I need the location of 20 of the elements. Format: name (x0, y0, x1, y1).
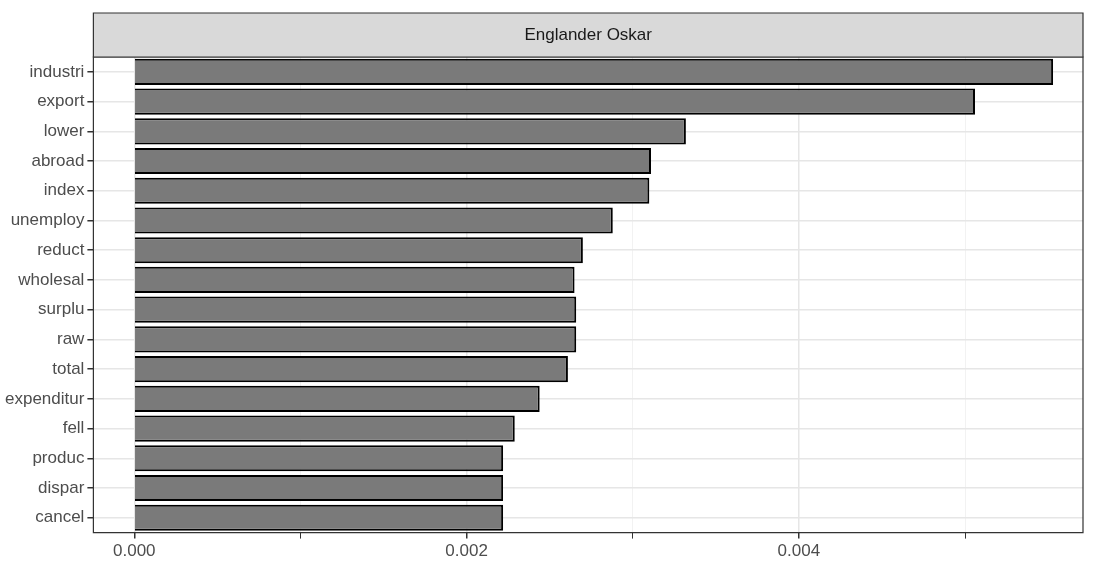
chart-title: Englander Oskar (524, 24, 653, 44)
y-tick-label: total (52, 358, 85, 378)
y-tick-label: industri (29, 61, 85, 81)
y-tick-label: index (43, 180, 85, 200)
y-tick-label: unemploy (10, 210, 85, 230)
y-tick-label: reduct (37, 239, 85, 259)
y-tick-label: abroad (31, 150, 85, 170)
y-tick-label: dispar (38, 477, 85, 497)
y-tick-label: raw (56, 329, 86, 349)
y-tick-label: wholesal (17, 269, 85, 289)
y-tick-label: cancel (35, 507, 85, 527)
y-tick-label: export (37, 91, 85, 111)
y-tick-label: expenditur (5, 388, 85, 408)
x-tick-label: 0.002 (445, 541, 488, 561)
x-tick-label: 0.000 (112, 541, 156, 561)
y-tick-label: produc (32, 447, 85, 467)
x-tick-label: 0.004 (777, 541, 821, 561)
y-tick-label: fell (62, 418, 85, 438)
y-tick-label: surplu (38, 299, 85, 319)
y-tick-label: lower (43, 121, 85, 140)
